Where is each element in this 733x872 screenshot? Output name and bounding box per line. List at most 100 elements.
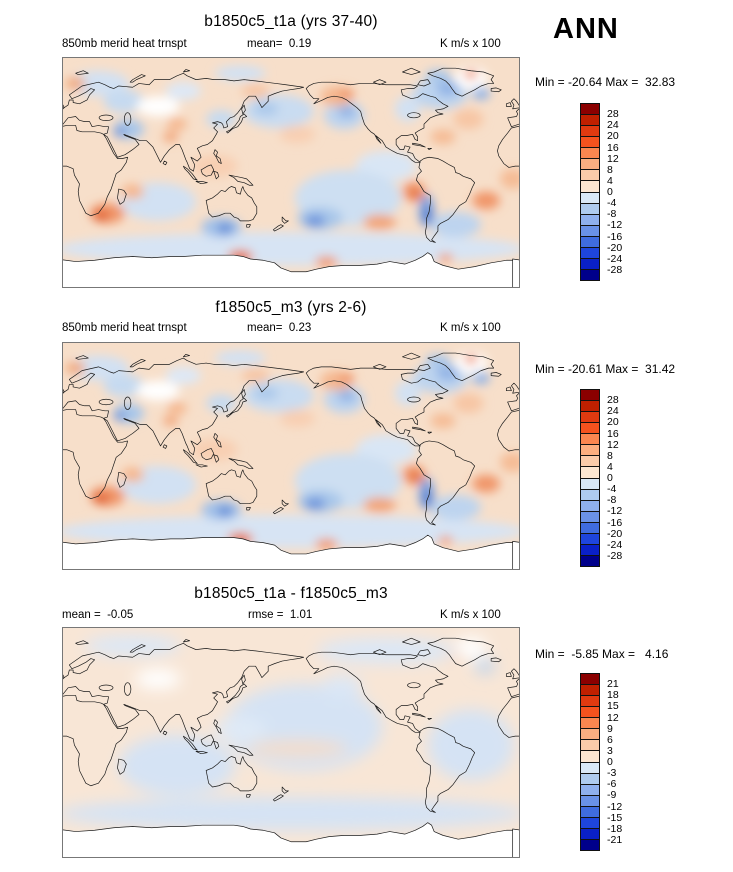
colorbar-segment (581, 203, 599, 215)
colorbar-tick-label: 24 (607, 119, 619, 131)
colorbar-tick-label: -8 (607, 494, 617, 506)
colorbar-tick-label: -12 (607, 800, 623, 813)
panel-3-rmse-label: rmse = 1.01 (248, 609, 313, 621)
panel-1-title: b1850c5_t1a (yrs 37-40) (204, 13, 378, 30)
panel-3-map (62, 627, 520, 858)
colorbar-tick-label: 8 (607, 449, 613, 462)
colorbar-tick-label: 28 (607, 393, 619, 406)
colorbar-segment (581, 806, 599, 818)
colorbar-tick-label: 0 (607, 755, 613, 768)
colorbar-segment (581, 258, 599, 270)
panel-3-colorbar: 21 18 15 12 9 6 3 0 -3 -6 -9 -12 -15 -18 -21 (580, 673, 650, 851)
colorbar-segment (581, 401, 599, 413)
colorbar-segment (581, 795, 599, 807)
panel-2-minmax-label: Min = -20.61 Max = 31.42 (535, 362, 676, 376)
colorbar-tick-label: 12 (607, 438, 619, 451)
colorbar-tick-label: -12 (607, 505, 623, 518)
colorbar-segment (581, 500, 599, 512)
colorbar-segment (581, 126, 599, 138)
colorbar-tick-label: -12 (607, 219, 623, 232)
panel-3-mean-label: mean = -0.05 (62, 609, 134, 621)
colorbar-segment (581, 390, 599, 402)
colorbar-segment (581, 148, 599, 160)
colorbar-segment (581, 773, 599, 785)
panel-1-variable-label: 850mb merid heat trnspt (62, 38, 187, 50)
colorbar-tick-label: -28 (607, 263, 623, 276)
colorbar-tick-label: -20 (607, 241, 623, 254)
colorbar-segment (581, 236, 599, 248)
colorbar-tick-label: -3 (607, 766, 617, 779)
panel-3-title: b1850c5_t1a - f1850c5_m3 (194, 585, 388, 602)
colorbar-segment (581, 115, 599, 127)
colorbar-tick-label: 4 (607, 174, 613, 187)
colorbar-tick-label: -21 (607, 833, 623, 846)
colorbar-segment (581, 828, 599, 840)
colorbar-segment (581, 467, 599, 479)
colorbar-segment (581, 707, 599, 719)
colorbar-segment (581, 784, 599, 796)
colorbar-segment (581, 555, 599, 566)
colorbar-tick-label: 4 (607, 460, 613, 473)
colorbar-segment (581, 696, 599, 708)
colorbar-tick-label: 12 (607, 152, 619, 165)
colorbar-segment (581, 434, 599, 446)
panel-3-minmax-label: Min = -5.85 Max = 4.16 (535, 647, 669, 661)
colorbar-tick-label: -24 (607, 252, 623, 265)
panel-1-colorbar: 28 24 20 16 12 8 4 0 -4 -8 -12 -16 -20 -24 -28 (580, 103, 650, 281)
colorbar-segment (581, 718, 599, 730)
colorbar-tick-label: 8 (607, 163, 613, 176)
colorbar-tick-label: 18 (607, 689, 619, 701)
colorbar-segment (581, 533, 599, 545)
colorbar-tick-label: -4 (607, 196, 617, 209)
colorbar-tick-label: -9 (607, 789, 617, 802)
colorbar-segment (581, 137, 599, 149)
colorbar-segment (581, 192, 599, 204)
colorbar-tick-label: 12 (607, 711, 619, 724)
colorbar-segment (581, 817, 599, 829)
panel-2-variable-label: 850mb merid heat trnspt (62, 322, 187, 334)
colorbar-segment (581, 489, 599, 501)
colorbar-tick-label: 0 (607, 471, 613, 484)
panel-1-units-label: K m/s x 100 (440, 38, 501, 50)
colorbar-tick-label: -20 (607, 527, 623, 540)
panel-3-units-label: K m/s x 100 (440, 609, 501, 621)
colorbar-segment (581, 181, 599, 193)
colorbar-tick-label: 0 (607, 185, 613, 198)
panel-2-mean-label: mean= 0.23 (247, 322, 312, 334)
colorbar-segment (581, 225, 599, 237)
colorbar-tick-label: 21 (607, 677, 619, 690)
colorbar-tick-label: 28 (607, 107, 619, 120)
colorbar-segment (581, 674, 599, 686)
colorbar-segment (581, 478, 599, 490)
colorbar-tick-label: 9 (607, 722, 613, 735)
colorbar-tick-label: 3 (607, 744, 613, 757)
colorbar-segment (581, 456, 599, 468)
colorbar-scale (580, 389, 600, 567)
colorbar-segment (581, 544, 599, 556)
colorbar-segment (581, 247, 599, 259)
panel-2-map (62, 342, 520, 570)
colorbar-tick-label: -28 (607, 549, 623, 562)
colorbar-scale (580, 103, 600, 281)
colorbar-scale (580, 673, 600, 851)
colorbar-tick-label: 24 (607, 405, 619, 417)
colorbar-segment (581, 445, 599, 457)
colorbar-segment (581, 412, 599, 424)
colorbar-tick-label: -16 (607, 230, 623, 243)
colorbar-tick-label: 16 (607, 427, 619, 440)
colorbar-tick-label: 20 (607, 416, 619, 429)
colorbar-tick-label: -6 (607, 778, 617, 790)
colorbar-tick-label: -4 (607, 482, 617, 495)
colorbar-segment (581, 214, 599, 226)
season-label: ANN (553, 13, 619, 45)
colorbar-segment (581, 104, 599, 116)
panel-2-colorbar: 28 24 20 16 12 8 4 0 -4 -8 -12 -16 -20 -24 -28 (580, 389, 650, 567)
colorbar-tick-label: -18 (607, 822, 623, 835)
colorbar-segment (581, 839, 599, 850)
colorbar-segment (581, 423, 599, 435)
colorbar-tick-label: 20 (607, 130, 619, 143)
colorbar-segment (581, 170, 599, 182)
colorbar-segment (581, 511, 599, 523)
colorbar-tick-label: 6 (607, 733, 613, 746)
